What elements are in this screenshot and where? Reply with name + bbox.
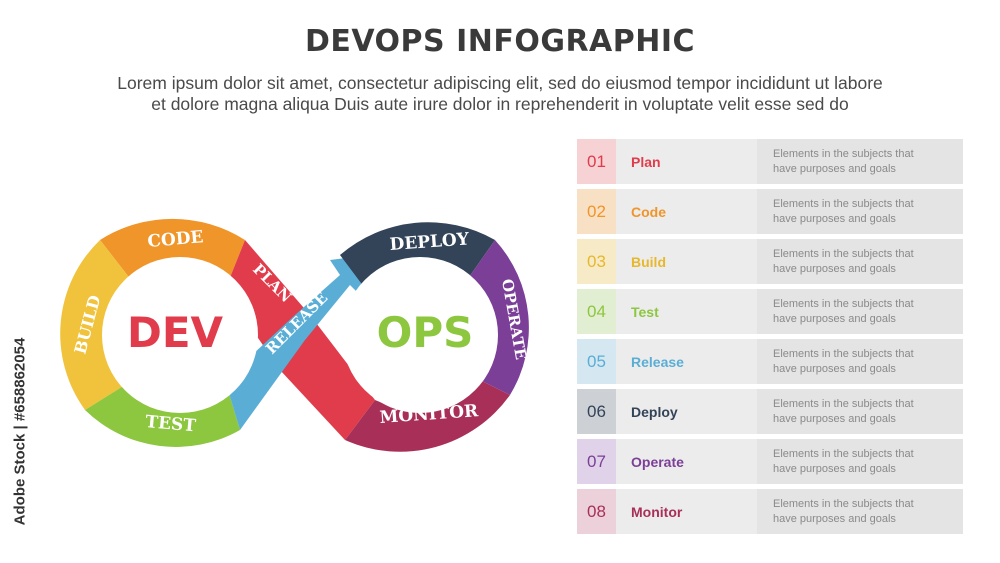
segment-release <box>225 255 370 430</box>
step-number: 05 <box>587 351 606 371</box>
page-subtitle: Lorem ipsum dolor sit amet, consectetur … <box>40 73 960 115</box>
step-number: 07 <box>587 451 606 471</box>
step-number-cell: 03 <box>577 239 616 284</box>
step-row-code: 02 Code Elements in the subjects that hav… <box>577 189 963 234</box>
subtitle-line-2: et dolore magna aliqua Duis aute irure d… <box>151 94 849 114</box>
step-number-cell: 02 <box>577 189 616 234</box>
step-number: 02 <box>587 201 606 221</box>
step-row-test: 04 Test Elements in the subjects that hav… <box>577 289 963 334</box>
step-row-monitor: 08 Monitor Elements in the subjects that… <box>577 489 963 534</box>
step-description-line-2: have purposes and goals <box>773 363 896 375</box>
step-description-line-2: have purposes and goals <box>773 513 896 525</box>
step-name: Plan <box>631 153 661 170</box>
segment-label-code: CODE <box>147 227 205 252</box>
row-desc-panel <box>757 239 963 284</box>
step-number-cell: 04 <box>577 289 616 334</box>
step-name: Build <box>631 253 666 270</box>
subtitle-line-1: Lorem ipsum dolor sit amet, consectetur … <box>117 73 883 93</box>
step-description: Elements in the subjects that have purpos… <box>773 147 953 177</box>
step-description: Elements in the subjects that have purpos… <box>773 247 953 277</box>
step-number-cell: 06 <box>577 389 616 434</box>
step-number: 03 <box>587 251 606 271</box>
step-name: Operate <box>631 453 684 470</box>
row-desc-panel <box>757 189 963 234</box>
page-title: DEVOPS INFOGRAPHIC <box>304 24 696 59</box>
stock-watermark: Adobe Stock | #658862054 <box>8 320 32 550</box>
step-name: Test <box>631 303 659 320</box>
infinity-loop-svg: DEV OPS CODE BUILD TEST PLAN RELEASE DEP… <box>60 218 530 452</box>
step-description-line-1: Elements in the subjects that <box>773 198 914 210</box>
step-row-operate: 07 Operate Elements in the subjects that… <box>577 439 963 484</box>
step-name: Monitor <box>631 503 683 520</box>
ops-inner-circle <box>342 257 498 413</box>
step-number: 04 <box>587 301 606 321</box>
step-description-line-2: have purposes and goals <box>773 413 896 425</box>
row-desc-panel <box>757 489 963 534</box>
step-description-line-1: Elements in the subjects that <box>773 348 914 360</box>
step-description-line-1: Elements in the subjects that <box>773 298 914 310</box>
row-desc-panel <box>757 439 963 484</box>
step-row-release: 05 Release Elements in the subjects that… <box>577 339 963 384</box>
step-number-cell: 01 <box>577 139 616 184</box>
step-description-line-2: have purposes and goals <box>773 463 896 475</box>
step-description-line-1: Elements in the subjects that <box>773 398 914 410</box>
step-row-plan: 01 Plan Elements in the subjects that hav… <box>577 139 963 184</box>
step-description-line-1: Elements in the subjects that <box>773 498 914 510</box>
row-desc-panel <box>757 389 963 434</box>
step-name: Release <box>631 353 684 370</box>
segment-label-test: TEST <box>145 412 197 436</box>
stock-watermark-text: Adobe Stock | #658862054 <box>11 337 29 526</box>
step-description: Elements in the subjects that have purpos… <box>773 497 953 527</box>
step-description: Elements in the subjects that have purpos… <box>773 397 953 427</box>
step-name: Code <box>631 203 666 220</box>
step-description-line-2: have purposes and goals <box>773 313 896 325</box>
step-description-line-1: Elements in the subjects that <box>773 148 914 160</box>
row-desc-panel <box>757 139 963 184</box>
ops-label: OPS <box>377 308 474 357</box>
row-desc-panel <box>757 339 963 384</box>
step-description-line-1: Elements in the subjects that <box>773 248 914 260</box>
step-number: 06 <box>587 401 606 421</box>
step-description-line-2: have purposes and goals <box>773 163 896 175</box>
dev-inner-circle <box>102 257 258 413</box>
step-row-deploy: 06 Deploy Elements in the subjects that h… <box>577 389 963 434</box>
row-desc-panel <box>757 289 963 334</box>
step-description-line-2: have purposes and goals <box>773 263 896 275</box>
step-description-line-2: have purposes and goals <box>773 213 896 225</box>
step-number-cell: 08 <box>577 489 616 534</box>
step-number: 08 <box>587 501 606 521</box>
step-number-cell: 07 <box>577 439 616 484</box>
dev-label: DEV <box>127 308 224 357</box>
step-description-line-1: Elements in the subjects that <box>773 448 914 460</box>
step-number: 01 <box>587 151 606 171</box>
step-description: Elements in the subjects that have purpos… <box>773 197 953 227</box>
step-row-build: 03 Build Elements in the subjects that ha… <box>577 239 963 284</box>
step-number-cell: 05 <box>577 339 616 384</box>
infinity-loop-diagram: DEV OPS CODE BUILD TEST PLAN RELEASE DEP… <box>40 195 560 465</box>
step-description: Elements in the subjects that have purpos… <box>773 297 953 327</box>
step-description: Elements in the subjects that have purpos… <box>773 347 953 377</box>
step-description: Elements in the subjects that have purpos… <box>773 447 953 477</box>
steps-table: 01 Plan Elements in the subjects that hav… <box>577 139 963 539</box>
step-name: Deploy <box>631 403 678 420</box>
